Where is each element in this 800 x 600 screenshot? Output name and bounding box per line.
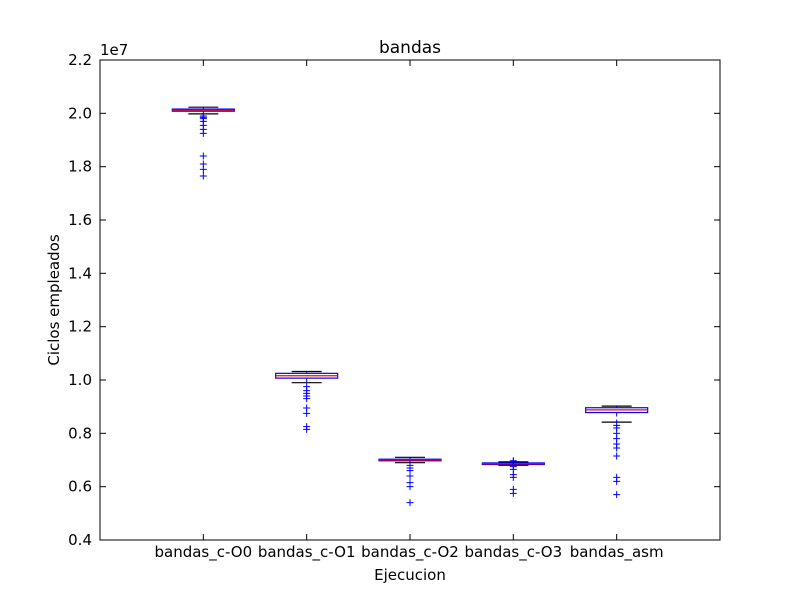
y-tick-label: 0.6 [68, 478, 92, 496]
flier-point [303, 425, 311, 433]
flier-point [613, 444, 621, 452]
y-tick-label: 0.8 [68, 424, 92, 442]
box-group-bandas_c-O2 [378, 456, 442, 507]
x-tick-label: bandas_asm [570, 543, 664, 562]
x-tick-label: bandas_c-O2 [361, 543, 459, 562]
y-offset-label: 1e7 [100, 41, 128, 59]
chart-title: bandas [379, 38, 441, 58]
y-tick-label: 1.0 [68, 371, 92, 389]
plot-layer [171, 106, 649, 507]
box-group-bandas_c-O0 [171, 106, 235, 180]
box-group-bandas_asm [585, 405, 649, 499]
y-tick-label: 1.2 [68, 318, 92, 336]
x-axis-ticks: bandas_c-O0 bandas_c-O1 bandas_c-O2 bandas_… [154, 60, 664, 562]
flier-point [406, 483, 414, 491]
flier-point [613, 477, 621, 485]
y-axis-label: Ciclos empleados [45, 234, 63, 365]
flier-point [199, 165, 207, 173]
y-tick-label: 2.2 [68, 51, 92, 69]
flier-point [303, 409, 311, 417]
flier-point [199, 172, 207, 180]
flier-point [199, 129, 207, 137]
flier-point [509, 489, 517, 497]
x-axis-label: Ejecucion [374, 566, 446, 584]
y-tick-label: 1.6 [68, 211, 92, 229]
y-tick-label: 1.4 [68, 264, 92, 282]
y-tick-label: 1.8 [68, 158, 92, 176]
flier-point [303, 395, 311, 403]
x-tick-label: bandas_c-O3 [464, 543, 562, 562]
y-tick-label: 0.4 [68, 531, 92, 549]
box-group-bandas_c-O3 [481, 457, 545, 497]
box-group-bandas_c-O1 [275, 370, 339, 433]
flier-point [509, 473, 517, 481]
flier-point [613, 491, 621, 499]
flier-point [406, 499, 414, 507]
x-tick-label: bandas_c-O1 [258, 543, 356, 562]
flier-point [406, 472, 414, 480]
flier-point [613, 452, 621, 460]
flier-point [199, 152, 207, 160]
y-tick-label: 2.0 [68, 104, 92, 122]
x-tick-label: bandas_c-O0 [154, 543, 252, 562]
y-axis-ticks: 0.4 0.6 0.8 1.0 1.2 1.4 1.6 1.8 2.0 2.2 [68, 51, 720, 549]
